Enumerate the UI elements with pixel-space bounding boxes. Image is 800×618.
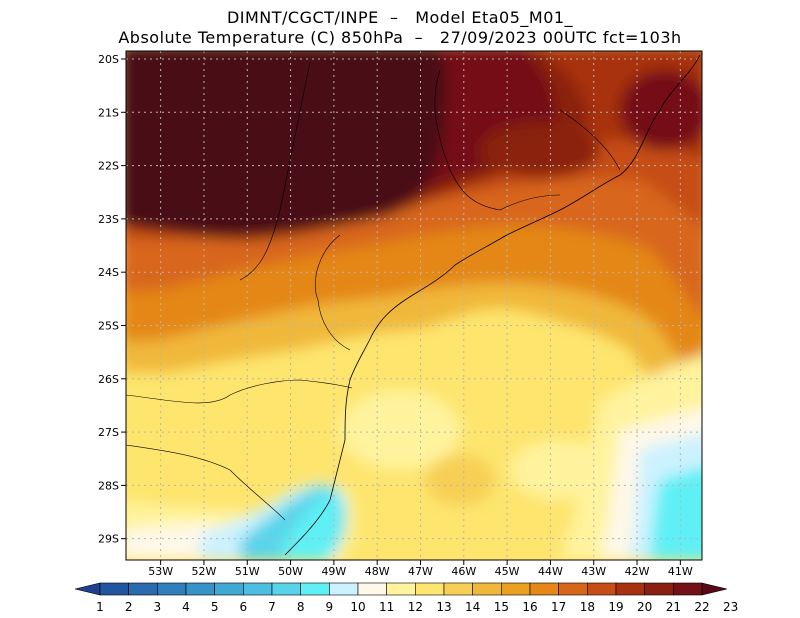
lat-label: 29S [98,533,119,546]
lon-label: 41W [668,565,693,578]
colorbar-label: 22 [694,600,709,614]
colorbar-swatch [472,582,502,596]
chart-title-line1: DIMNT/CGCT/INPE – Model Eta05_M01_ [226,8,574,27]
colorbar-label: 11 [379,600,394,614]
colorbar-label: 15 [494,600,509,614]
lat-label: 22S [98,160,119,173]
lat-label: 23S [98,213,119,226]
lat-label: 27S [98,426,119,439]
colorbar-label: 10 [350,600,365,614]
colorbar-label: 23 [723,600,738,614]
lon-label: 47W [408,565,433,578]
lon-label: 50W [278,565,303,578]
colorbar-label: 18 [580,600,595,614]
colorbar-label: 2 [125,600,133,614]
colorbar-label: 20 [637,600,652,614]
colorbar-label: 21 [666,600,681,614]
coastline [284,54,701,556]
colorbar-swatch [673,582,703,596]
colorbar-swatch [386,582,416,596]
map-frame [125,50,703,561]
chart-title-line2: Absolute Temperature (C) 850hPa – 27/09/… [118,28,682,47]
lon-label: 49W [321,565,346,578]
lat-label: 21S [98,106,119,119]
colorbar-swatch [214,582,244,596]
colorbar-swatch [615,582,645,596]
colorbar-label: 1 [96,600,104,614]
lon-label: 43W [581,565,606,578]
colorbar-label: 9 [326,600,334,614]
colorbar-swatch [587,582,617,596]
colorbar-swatch [157,582,187,596]
colorbar-swatch [74,582,101,596]
colorbar-label: 7 [268,600,276,614]
lat-label: 24S [98,266,119,279]
colorbar-label: 17 [551,600,566,614]
lat-label: 25S [98,319,119,332]
lon-label: 45W [495,565,520,578]
colorbar-swatch [701,582,728,596]
graticule [126,51,702,560]
lon-label: 52W [192,565,217,578]
longitude-labels: 53W 52W 51W 50W 49W 48W 47W 46W 45W 44W 43W 42W 41W [148,560,693,578]
colorbar-label: 5 [211,600,219,614]
colorbar-swatch [128,582,158,596]
lon-label: 44W [538,565,563,578]
colorbar-swatch [558,582,588,596]
colorbar-label: 13 [436,600,451,614]
lat-label: 26S [98,373,119,386]
colorbar-swatch [271,582,301,596]
colorbar-swatch [243,582,273,596]
state-borders [126,61,621,521]
temperature-field [126,51,702,560]
colorbar-swatch [415,582,445,596]
colorbar-label: 6 [240,600,248,614]
colorbar-swatch [185,582,215,596]
colorbar-label: 14 [465,600,480,614]
colorbar-swatch [501,582,531,596]
colorbar-label: 4 [182,600,190,614]
colorbar-label: 3 [154,600,162,614]
colorbar-label: 16 [522,600,537,614]
lon-label: 42W [625,565,650,578]
colorbar-swatch [644,582,674,596]
lon-label: 46W [451,565,476,578]
colorbar-swatch [329,582,359,596]
lon-label: 51W [235,565,260,578]
colorbar-swatch [300,582,330,596]
colorbar-label: 12 [408,600,423,614]
colorbar-label: 19 [608,600,623,614]
colorbar: 1 2 3 4 5 6 7 8 9 10 11 12 13 14 15 16 17 18 19 20 21 22 23 [74,582,738,614]
lat-label: 28S [98,479,119,492]
lon-label: 53W [148,565,173,578]
colorbar-swatch [443,582,473,596]
lon-label: 48W [365,565,390,578]
lat-label: 20S [98,53,119,66]
latitude-labels: 20S 21S 22S 23S 24S 25S 26S 27S 28S 29S [98,53,126,546]
colorbar-swatch [99,582,129,596]
colorbar-label: 8 [297,600,305,614]
colorbar-swatch [529,582,559,596]
colorbar-swatch [357,582,387,596]
